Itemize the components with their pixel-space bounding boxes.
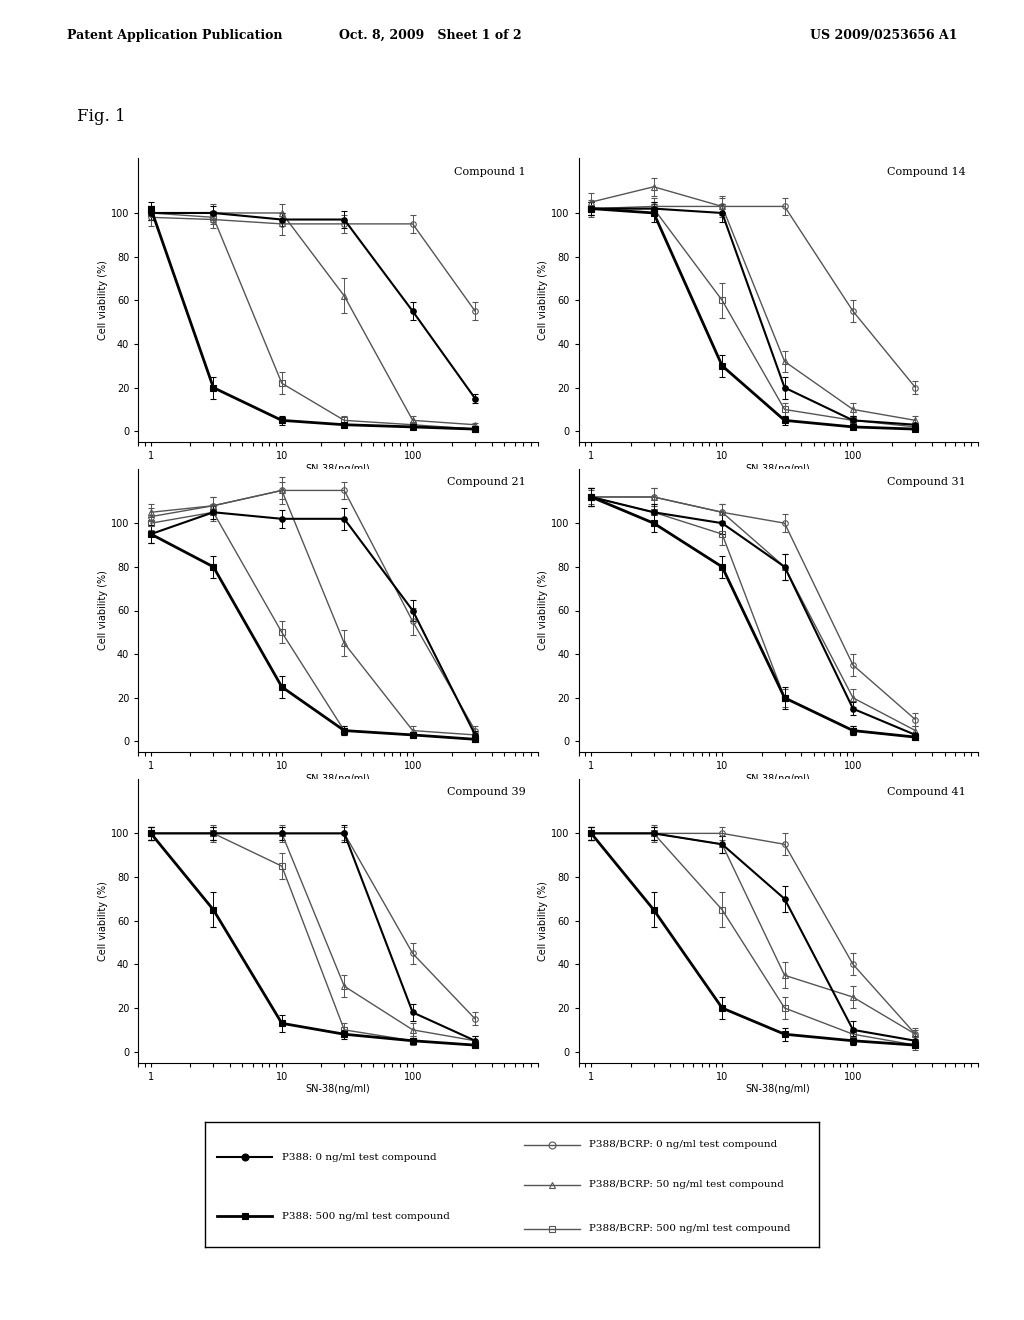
Text: Compound 14: Compound 14 (887, 166, 966, 177)
Text: P388/BCRP: 50 ng/ml test compound: P388/BCRP: 50 ng/ml test compound (589, 1180, 783, 1189)
Text: Fig. 1: Fig. 1 (77, 108, 125, 125)
X-axis label: SN-38(ng/ml): SN-38(ng/ml) (745, 465, 811, 474)
Text: Compound 21: Compound 21 (446, 477, 525, 487)
Text: US 2009/0253656 A1: US 2009/0253656 A1 (810, 29, 957, 42)
Y-axis label: Cell viability (%): Cell viability (%) (98, 260, 109, 341)
Text: P388/BCRP: 500 ng/ml test compound: P388/BCRP: 500 ng/ml test compound (589, 1224, 791, 1233)
X-axis label: SN-38(ng/ml): SN-38(ng/ml) (745, 1085, 811, 1094)
Text: Compound 31: Compound 31 (887, 477, 966, 487)
Y-axis label: Cell viability (%): Cell viability (%) (539, 880, 549, 961)
X-axis label: SN-38(ng/ml): SN-38(ng/ml) (305, 775, 371, 784)
Text: Oct. 8, 2009   Sheet 1 of 2: Oct. 8, 2009 Sheet 1 of 2 (339, 29, 521, 42)
Y-axis label: Cell viability (%): Cell viability (%) (539, 260, 549, 341)
Y-axis label: Cell viability (%): Cell viability (%) (539, 570, 549, 651)
Text: Compound 39: Compound 39 (446, 787, 525, 797)
Text: P388: 0 ng/ml test compound: P388: 0 ng/ml test compound (282, 1152, 436, 1162)
X-axis label: SN-38(ng/ml): SN-38(ng/ml) (305, 465, 371, 474)
Y-axis label: Cell viability (%): Cell viability (%) (98, 570, 109, 651)
Text: P388/BCRP: 0 ng/ml test compound: P388/BCRP: 0 ng/ml test compound (589, 1140, 777, 1150)
Text: Compound 41: Compound 41 (887, 787, 966, 797)
X-axis label: SN-38(ng/ml): SN-38(ng/ml) (745, 775, 811, 784)
Text: Compound 1: Compound 1 (454, 166, 525, 177)
Text: P388: 500 ng/ml test compound: P388: 500 ng/ml test compound (282, 1212, 450, 1221)
Y-axis label: Cell viability (%): Cell viability (%) (98, 880, 109, 961)
X-axis label: SN-38(ng/ml): SN-38(ng/ml) (305, 1085, 371, 1094)
Text: Patent Application Publication: Patent Application Publication (67, 29, 282, 42)
